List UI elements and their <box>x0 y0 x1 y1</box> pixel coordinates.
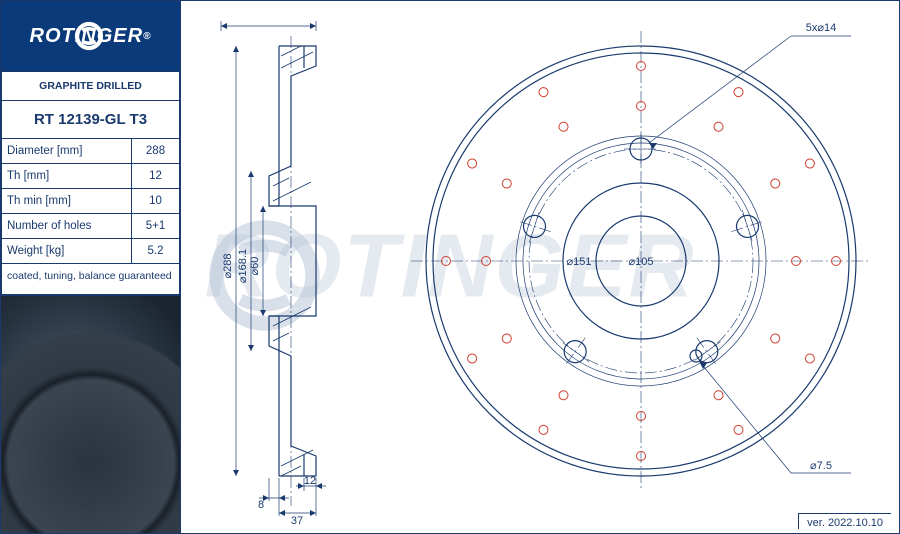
subtitle: GRAPHITE DRILLED <box>2 72 180 101</box>
part-number: RT 12139-GL T3 <box>2 101 180 139</box>
technical-drawing: ⌀288 ⌀168.1 ⌀60 12 8 37 <box>181 1 899 533</box>
table-row: Weight [kg]5.2 <box>2 239 180 264</box>
version-label: ver. 2022.10.10 <box>798 513 891 529</box>
spec-table: GRAPHITE DRILLED RT 12139-GL T3 Diameter… <box>1 71 180 295</box>
svg-text:37: 37 <box>291 515 303 526</box>
table-row: Th min [mm]10 <box>2 189 180 214</box>
svg-text:12: 12 <box>304 475 316 487</box>
svg-text:5x⌀14: 5x⌀14 <box>806 22 836 34</box>
spec-notes: coated, tuning, balance guaranteed <box>2 264 180 295</box>
svg-text:⌀151: ⌀151 <box>567 256 592 268</box>
svg-text:⌀7.5: ⌀7.5 <box>810 460 832 472</box>
svg-text:⌀288: ⌀288 <box>222 254 234 279</box>
front-view: ⌀105 ⌀151 5x⌀14 ⌀7.5 <box>396 6 896 526</box>
table-row: Th [mm]12 <box>2 164 180 189</box>
side-view: ⌀288 ⌀168.1 ⌀60 12 8 37 <box>191 6 391 526</box>
brand-logo: ROTINGER® <box>1 1 180 71</box>
spec-panel: ROTINGER® GRAPHITE DRILLED RT 12139-GL T… <box>1 1 181 533</box>
svg-text:⌀60: ⌀60 <box>249 257 261 276</box>
table-row: Diameter [mm]288 <box>2 139 180 164</box>
svg-text:8: 8 <box>258 499 264 511</box>
table-row: Number of holes5+1 <box>2 214 180 239</box>
svg-text:⌀105: ⌀105 <box>629 256 654 268</box>
product-photo <box>1 295 180 533</box>
svg-text:⌀168.1: ⌀168.1 <box>237 249 249 283</box>
